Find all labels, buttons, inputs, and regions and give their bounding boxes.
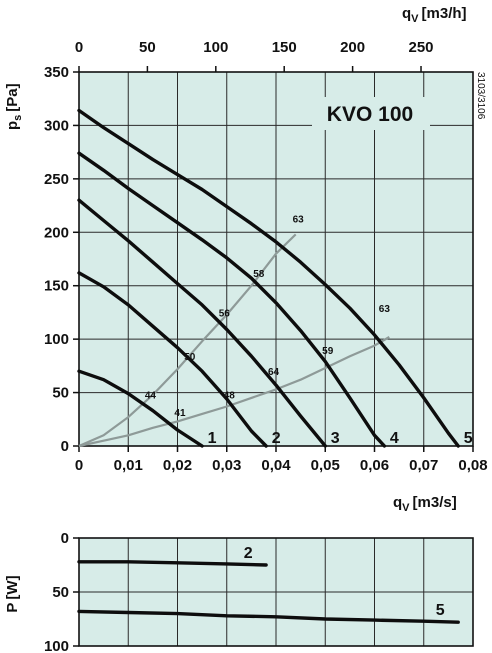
x-axis-unit: [m3/s]: [413, 494, 457, 511]
efficiency-label: 59: [322, 346, 334, 357]
power-plot: 0 50 100 2 5: [44, 530, 474, 653]
efficiency-label: 41: [174, 408, 186, 419]
fan-curve-3: [77, 198, 327, 448]
power-tick-label: 0: [61, 530, 69, 547]
fan-curve-1: [77, 369, 204, 448]
y-tick-label: 0: [61, 438, 69, 455]
top-tick-label: 250: [408, 39, 433, 56]
x-tick-label: 0,05: [311, 457, 340, 474]
y-axis-subscript: s: [12, 115, 24, 121]
title-box: [312, 97, 430, 130]
fan-curve-5: [77, 108, 460, 448]
power-curve-label-5: 5: [436, 602, 445, 619]
top-axis-unit: [m3/h]: [422, 5, 467, 22]
curve-label-1: 1: [208, 430, 217, 447]
top-tick-label: 50: [139, 39, 156, 56]
power-curve-label-2: 2: [244, 545, 253, 562]
svg-text:ps[Pa]: ps [Pa]: [4, 83, 24, 130]
y-tick-label: 200: [44, 224, 69, 241]
efficiency-label: 63: [293, 214, 305, 225]
efficiency-label: 58: [253, 269, 265, 280]
pressure-plot: 0 0,01 0,02 0,03 0,04 0,05 0,06 0,07 0,080501001…: [44, 39, 488, 474]
y-axis-label: ps [Pa]: [4, 83, 24, 130]
x-axis-label: qV [m3/s]: [393, 494, 457, 514]
y-tick-label: 50: [52, 385, 69, 402]
power-axis-unit: [W]: [4, 575, 21, 599]
svg-text:qV[m3/h]: qV [m3/h]: [402, 5, 467, 25]
efficiency-label: 50: [184, 352, 196, 363]
x-tick-label: 0,03: [212, 457, 241, 474]
svg-text:qV[m3/s]: qV [m3/s]: [393, 494, 457, 514]
efficiency-label: 63: [379, 304, 391, 315]
power-curve-2: [77, 560, 268, 567]
top-tick-label: 0: [75, 39, 83, 56]
chart-title: KVO 100: [327, 103, 413, 126]
top-axis-subscript: V: [411, 13, 419, 25]
power-axis-label: P [W]: [4, 575, 21, 612]
power-curve-5: [77, 609, 460, 624]
top-tick-label: 200: [340, 39, 365, 56]
x-tick-label: 0,08: [458, 457, 487, 474]
x-tick-label: 0,01: [114, 457, 143, 474]
x-tick-label: 0,02: [163, 457, 192, 474]
y-tick-label: 100: [44, 331, 69, 348]
power-plot-frame: [78, 537, 474, 647]
efficiency-line: [78, 233, 297, 448]
x-tick-label: 0,07: [409, 457, 438, 474]
power-tick-label: 50: [52, 584, 69, 601]
x-tick-label: 0,06: [360, 457, 389, 474]
x-tick-label: 0,04: [261, 457, 291, 474]
efficiency-label: 48: [224, 391, 236, 402]
efficiency-label: 56: [219, 308, 231, 319]
svg-text:P[W]: P [W]: [4, 575, 21, 612]
efficiency-label: 64: [268, 367, 280, 378]
y-axis-symbol: p: [4, 121, 21, 130]
y-tick-label: 300: [44, 117, 69, 134]
curve-label-3: 3: [331, 430, 340, 447]
curve-label-2: 2: [272, 430, 281, 447]
plot-frame: [78, 71, 474, 447]
reference-code: 3103/3106: [475, 72, 486, 120]
y-tick-label: 150: [44, 278, 69, 295]
power-tick-label: 100: [44, 638, 69, 653]
curve-label-4: 4: [390, 430, 399, 447]
top-axis-label: qV [m3/h]: [402, 5, 467, 25]
y-tick-label: 250: [44, 171, 69, 188]
fan-curve-2: [77, 271, 268, 448]
curve-label-5: 5: [464, 430, 473, 447]
y-tick-label: 350: [44, 64, 69, 81]
x-axis-subscript: V: [402, 502, 410, 514]
top-tick-label: 150: [272, 39, 297, 56]
x-axis-symbol: q: [393, 494, 402, 511]
top-tick-label: 100: [203, 39, 228, 56]
efficiency-label: 44: [145, 391, 157, 402]
x-tick-label: 0: [75, 457, 83, 474]
power-axis-symbol: P: [4, 603, 21, 613]
y-axis-unit: [Pa]: [4, 83, 21, 111]
fan-curve-4: [77, 151, 387, 448]
top-axis-symbol: q: [402, 5, 411, 22]
efficiency-line: [78, 336, 390, 448]
